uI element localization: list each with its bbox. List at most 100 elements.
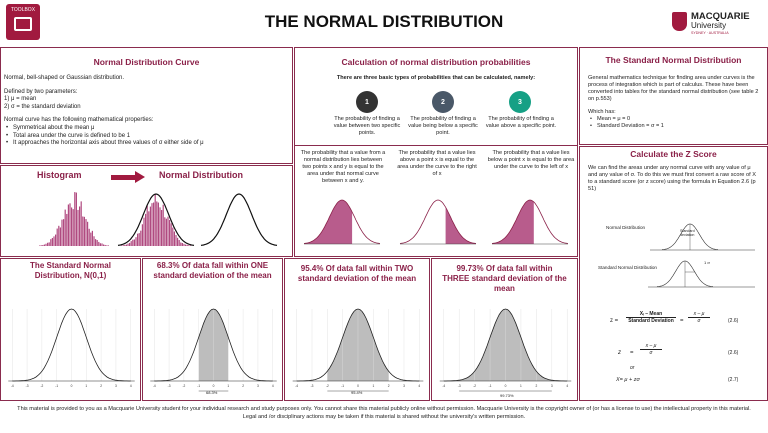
tick-label: 3 xyxy=(551,384,553,388)
tick-label: 1 xyxy=(520,384,522,388)
tick-label: 3 xyxy=(403,384,405,388)
histogram-bar xyxy=(51,237,53,246)
std-panel: The Standard Normal Distribution General… xyxy=(579,47,768,145)
histogram-bar xyxy=(148,211,150,246)
toolbox-icon xyxy=(14,17,32,31)
tick-label: 0 xyxy=(505,384,507,388)
logo-place: SYDNEY · AUSTRALIA xyxy=(691,31,729,35)
histogram-bar xyxy=(47,242,49,246)
badge-label: TOOLBOX xyxy=(10,7,36,13)
tick-label: -3 xyxy=(311,384,314,388)
tick-label: -3 xyxy=(458,384,461,388)
sd-panel-3: 99.73% Of data fall within THREE standar… xyxy=(431,258,578,401)
histogram-title: Histogram xyxy=(37,170,82,180)
formula-2: z = x – μ σ (2.6) xyxy=(618,343,767,365)
probability-curves xyxy=(303,199,569,245)
tick-label: 1 xyxy=(227,384,229,388)
histogram-bar xyxy=(181,243,183,246)
tick-label: 4 xyxy=(272,384,274,388)
list-item: Standard Deviation = σ = 1 xyxy=(588,123,763,130)
histogram-bar xyxy=(77,209,79,246)
histogram-bar xyxy=(85,219,87,246)
histogram-bar xyxy=(157,202,159,246)
histogram-bar xyxy=(149,206,151,246)
sd-title-1: 68.3% Of data fall within ONE standard d… xyxy=(153,261,272,280)
histogram-bar xyxy=(162,204,164,246)
arrow-right-icon xyxy=(111,175,137,180)
tick-label: 2 xyxy=(100,384,102,388)
histogram-bar xyxy=(107,245,109,246)
tick-label: -4 xyxy=(442,384,445,388)
tick-label: 2 xyxy=(242,384,244,388)
normal-curve xyxy=(200,193,278,246)
type-2-text: The probability of finding a value being… xyxy=(408,116,478,136)
sd-label-1: 68.3% xyxy=(206,390,218,395)
curve-line-0: Normal, bell-shaped or Gaussian distribu… xyxy=(4,75,125,81)
histogram-bar xyxy=(138,233,140,246)
sd-title-3: 99.73% Of data fall within THREE standar… xyxy=(442,264,567,293)
histogram-bar xyxy=(122,245,124,246)
histogram-bar xyxy=(48,242,50,246)
normal-distribution-sketch xyxy=(650,223,755,251)
sd-panel-1: 68.3% Of data fall within ONE standard d… xyxy=(142,258,283,401)
tick-label: -4 xyxy=(153,384,156,388)
list-item: It approaches the horizontal axis about … xyxy=(4,140,287,148)
logo-name: MACQUARIE xyxy=(691,11,750,22)
calc-subtitle: There are three basic types of probabili… xyxy=(336,75,536,81)
histogram-bar xyxy=(74,192,76,246)
formula-2-tag: (2.6) xyxy=(728,350,739,356)
curve-line-4: Normal curve has the following mathemati… xyxy=(4,117,154,124)
formula-3: X= μ + zσ xyxy=(616,377,640,383)
nd-label: Normal Distribution xyxy=(606,225,646,230)
histogram-bar xyxy=(135,237,137,246)
chart-std-normal: -4 -3 -2 -1 0 1 2 3 4 xyxy=(8,308,135,388)
type-3-circle: 3 xyxy=(509,91,531,113)
formula-2-equals: = xyxy=(630,350,634,356)
curve-properties: Symmetrical about the mean μ Total area … xyxy=(4,125,287,148)
curve xyxy=(12,308,131,382)
histogram-bar xyxy=(175,234,177,246)
histogram-bar xyxy=(153,202,155,246)
curve-title: Normal Distribution Curve xyxy=(93,57,200,67)
formula-1-z: z = xyxy=(610,318,619,324)
histogram-bar xyxy=(59,227,61,246)
histogram-bar xyxy=(177,237,179,246)
histogram-bar xyxy=(130,241,132,246)
histogram-bar xyxy=(58,225,60,246)
histogram-bar xyxy=(67,204,69,246)
histogram-bar xyxy=(169,220,171,246)
arrow-head xyxy=(135,171,145,183)
curve-outline xyxy=(491,199,569,244)
tick-label: 1 xyxy=(85,384,87,388)
std-text: General mathematics technique for findin… xyxy=(588,75,759,102)
tick-label: -2 xyxy=(182,384,185,388)
formula-3-tag: (2.7) xyxy=(728,377,739,383)
histogram-bar xyxy=(90,232,92,246)
histogram-bar xyxy=(188,245,190,246)
formula-1-numerator: Xᵢ – Mean xyxy=(626,311,676,318)
histogram-bar xyxy=(159,207,161,246)
histogram-bar xyxy=(104,244,106,246)
histogram-bar xyxy=(189,245,191,246)
tick-label: -1 xyxy=(197,384,200,388)
histogram-bar xyxy=(103,244,105,246)
curve-line-1: Defined by two parameters: xyxy=(4,88,78,95)
tick-label: -1 xyxy=(55,384,58,388)
tick-label: -2 xyxy=(40,384,43,388)
list-item: Total area under the curve is defined to… xyxy=(4,133,287,141)
tick-label: 1 xyxy=(372,384,374,388)
histogram-bar xyxy=(145,213,147,246)
std-params: Mean = μ = 0 Standard Deviation = σ = 1 xyxy=(588,116,763,130)
histogram-bar xyxy=(50,239,52,246)
histogram-bars xyxy=(39,192,109,246)
formula-1-tag: (2.6) xyxy=(728,318,739,324)
histogram-bar xyxy=(80,201,82,246)
histogram-bar xyxy=(40,245,42,246)
histogram-bar xyxy=(151,203,153,246)
histogram-bar xyxy=(83,216,85,246)
curve xyxy=(443,308,568,382)
sd-label-2: 95.4% xyxy=(351,390,363,395)
zscore-diagram xyxy=(648,223,755,288)
tick-label: 2 xyxy=(535,384,537,388)
type-1-number: 1 xyxy=(365,98,369,106)
